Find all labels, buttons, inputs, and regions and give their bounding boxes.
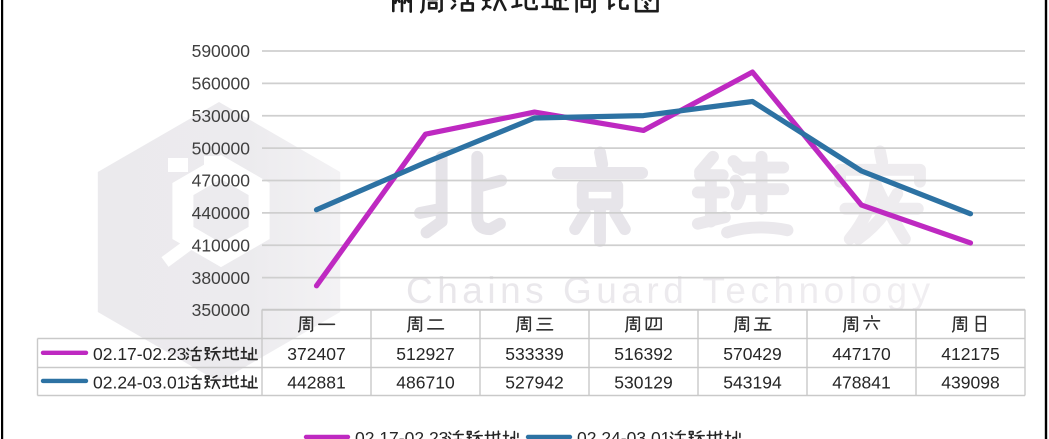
svg-text:530000: 530000 bbox=[192, 106, 251, 126]
svg-text:02.24-03.01: 02.24-03.01 bbox=[93, 373, 186, 393]
svg-text:439098: 439098 bbox=[941, 372, 999, 392]
svg-text:447170: 447170 bbox=[832, 344, 891, 364]
svg-text:486710: 486710 bbox=[396, 372, 455, 392]
svg-text:440000: 440000 bbox=[192, 203, 251, 223]
svg-text:533339: 533339 bbox=[505, 344, 563, 364]
svg-text:412175: 412175 bbox=[941, 344, 999, 364]
svg-text:380000: 380000 bbox=[192, 268, 251, 288]
svg-text:512927: 512927 bbox=[396, 344, 454, 364]
svg-text:442881: 442881 bbox=[287, 372, 345, 392]
svg-text:372407: 372407 bbox=[287, 344, 345, 364]
svg-text:570429: 570429 bbox=[723, 344, 781, 364]
svg-text:560000: 560000 bbox=[192, 74, 251, 94]
svg-text:527942: 527942 bbox=[505, 372, 563, 392]
svg-text:470000: 470000 bbox=[192, 171, 251, 191]
svg-text:02.17-02.23: 02.17-02.23 bbox=[93, 344, 186, 364]
svg-text:02.17-02.23: 02.17-02.23 bbox=[355, 428, 448, 439]
svg-text:530129: 530129 bbox=[614, 372, 672, 392]
svg-text:02.24-03.01: 02.24-03.01 bbox=[577, 428, 670, 439]
svg-text:500000: 500000 bbox=[192, 138, 251, 158]
svg-text:590000: 590000 bbox=[192, 41, 251, 61]
svg-text:350000: 350000 bbox=[192, 300, 251, 320]
svg-text:Chains Guard Technology: Chains Guard Technology bbox=[406, 270, 935, 311]
svg-text:516392: 516392 bbox=[614, 344, 672, 364]
svg-text:410000: 410000 bbox=[192, 235, 251, 255]
svg-text:543194: 543194 bbox=[723, 372, 782, 392]
svg-text:478841: 478841 bbox=[832, 372, 890, 392]
